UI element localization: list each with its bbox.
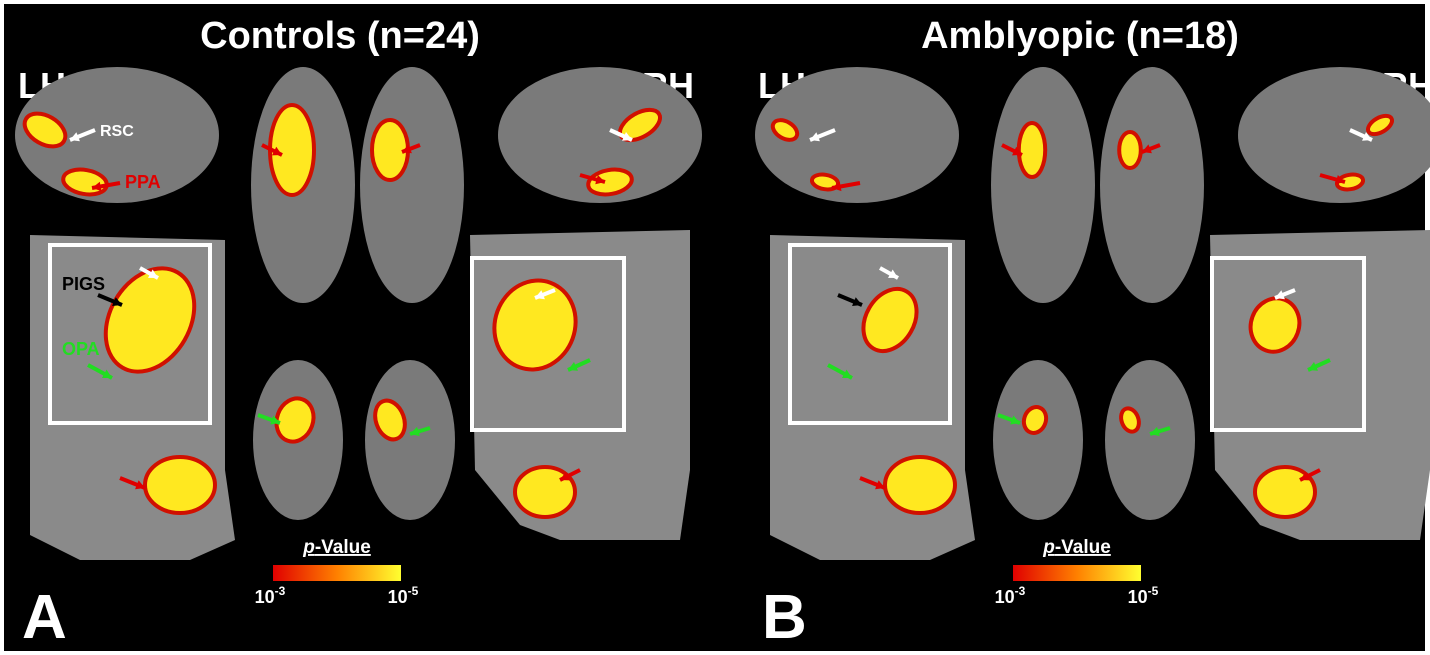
activation xyxy=(492,278,578,372)
label-exponent: -5 xyxy=(1148,584,1159,598)
flat-map xyxy=(770,235,975,560)
label-base: 10 xyxy=(995,587,1015,607)
label-base: 10 xyxy=(255,587,275,607)
colorbar-label: 10-5 xyxy=(388,584,419,607)
arrow-head xyxy=(148,269,158,278)
activation xyxy=(1334,172,1366,192)
colorbar-title: p-Value xyxy=(302,537,371,558)
panel-letter: B xyxy=(762,583,807,652)
region-label: RSC xyxy=(100,123,134,140)
flat-map xyxy=(1210,230,1430,540)
posterior-surface xyxy=(1105,360,1195,520)
medial-surface xyxy=(1238,67,1430,203)
activation xyxy=(586,167,634,197)
activation xyxy=(1248,296,1302,354)
activation xyxy=(1366,113,1394,137)
activation xyxy=(373,398,407,442)
medial-surface xyxy=(15,67,219,203)
arrow-head xyxy=(810,132,820,142)
label-base: 10 xyxy=(388,587,408,607)
roi-box xyxy=(1210,256,1366,432)
region-label: OPA xyxy=(62,339,100,359)
activation xyxy=(883,455,957,515)
activation xyxy=(1117,130,1143,170)
ventral-surface xyxy=(991,67,1095,303)
posterior-surface xyxy=(365,360,455,520)
arrow-head xyxy=(1362,132,1372,141)
colorbar xyxy=(1013,565,1141,581)
arrow-head xyxy=(568,362,578,371)
roi-box xyxy=(788,243,952,425)
colorbar-label: 10-3 xyxy=(995,584,1026,607)
region-label: PIGS xyxy=(62,274,105,294)
activation xyxy=(22,111,68,149)
arrow-head xyxy=(102,369,112,379)
arrow-head xyxy=(410,426,420,437)
activation xyxy=(143,455,217,515)
panel-letter: A xyxy=(22,583,67,652)
activation xyxy=(861,287,919,353)
colorbar-label: 10-3 xyxy=(255,584,286,607)
arrow-head xyxy=(535,290,545,300)
panel-title: Controls (n=24) xyxy=(200,15,480,57)
ventral-surface xyxy=(360,67,464,303)
arrow-head xyxy=(1308,362,1318,371)
arrow-head xyxy=(1300,471,1310,481)
roi-box xyxy=(48,243,212,425)
arrow-head xyxy=(1010,415,1020,425)
label-exponent: -3 xyxy=(275,584,286,598)
colorbar xyxy=(273,565,401,581)
arrow-head xyxy=(70,132,80,142)
activation xyxy=(770,118,800,142)
arrow-head xyxy=(135,480,145,490)
arrow-head xyxy=(402,144,412,154)
activation xyxy=(1119,406,1141,434)
arrow-head xyxy=(832,181,842,192)
arrow-head xyxy=(270,415,280,425)
region-label: PPA xyxy=(125,172,161,192)
arrow-head xyxy=(595,175,605,185)
label-exponent: -3 xyxy=(1015,584,1026,598)
posterior-surface xyxy=(993,360,1083,520)
colorbar-title-italic: p xyxy=(1042,537,1055,558)
roi-box xyxy=(470,256,626,432)
colorbar-label: 10-5 xyxy=(1128,584,1159,607)
arrow-head xyxy=(112,297,122,307)
panel: Controls (n=24)LHRHRSCPPAPIGSOPAp-Value1… xyxy=(15,15,702,652)
label-base: 10 xyxy=(1128,587,1148,607)
colorbar-title-italic: p xyxy=(302,537,315,558)
arrow-head xyxy=(1142,144,1152,154)
colorbar-title: p-Value xyxy=(1042,537,1111,558)
ventral-surface xyxy=(1100,67,1204,303)
arrow-head xyxy=(1150,426,1160,437)
activation xyxy=(1016,121,1048,179)
arrow-head xyxy=(1012,146,1022,156)
arrow-head xyxy=(622,132,632,141)
activation xyxy=(274,396,316,444)
arrow-head xyxy=(852,297,862,307)
arrow-head xyxy=(272,146,282,156)
medial-surface xyxy=(498,67,702,203)
arrow-head xyxy=(875,480,885,490)
panel-title: Amblyopic (n=18) xyxy=(921,15,1239,57)
arrow-head xyxy=(1275,290,1285,300)
arrow-head xyxy=(92,181,102,192)
arrow-head xyxy=(560,471,570,481)
flat-map xyxy=(470,230,690,540)
arrow-head xyxy=(888,269,898,278)
medial-surface xyxy=(755,67,959,203)
colorbar-title-rest: -Value xyxy=(315,537,371,558)
arrow-head xyxy=(842,369,852,379)
activation xyxy=(1021,405,1049,435)
arrow-head xyxy=(1335,175,1345,185)
colorbar-title-rest: -Value xyxy=(1055,537,1111,558)
label-exponent: -5 xyxy=(408,584,419,598)
